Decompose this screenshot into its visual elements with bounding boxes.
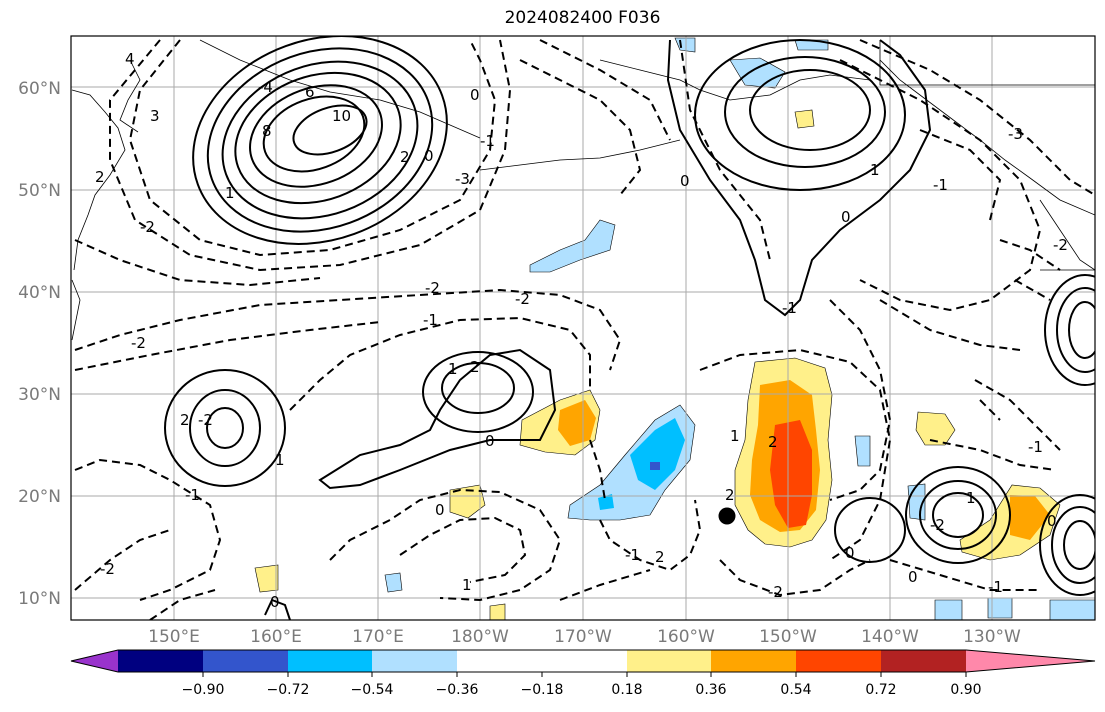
colorbar-swatch [711, 650, 796, 672]
contour-label: 2 [470, 358, 480, 376]
lon-label: 180°W [451, 627, 509, 647]
colorbar-swatch [457, 650, 542, 672]
contour-label: -1 [423, 311, 438, 329]
contour-label: 1 [462, 576, 472, 594]
contour-label: 2 [655, 548, 665, 566]
contour-label: 0 [680, 172, 690, 190]
contour-label: -1 [1028, 438, 1043, 456]
colorbar-tick-label: −0.90 [182, 682, 225, 698]
contour-label: 0 [908, 568, 918, 586]
contour-label: 0 [424, 147, 434, 165]
contour-label: -2 [131, 334, 146, 352]
contour-label: 2 [95, 168, 105, 186]
contour-label: -3 [1008, 125, 1023, 143]
contour-label: 2 [400, 148, 410, 166]
contour-label: -1 [185, 486, 200, 504]
lat-label: 10°N [18, 589, 61, 609]
colorbar-swatch [542, 650, 627, 672]
contour-label: -1 [988, 578, 1003, 596]
colorbar-tick-label: −0.18 [521, 682, 564, 698]
contour-label: 8 [262, 122, 272, 140]
contour-label: -3 [455, 170, 470, 188]
contour-label: -2 [198, 411, 213, 429]
colorbar-swatch [372, 650, 457, 672]
colorbar-outline [70, 649, 1096, 673]
lon-label: 170°W [554, 627, 612, 647]
contour-label: -2 [1053, 236, 1068, 254]
colorbar-swatch [118, 650, 203, 672]
lon-label: 130°W [963, 627, 1021, 647]
lon-label: 160°E [250, 627, 302, 647]
lon-label: 170°E [352, 627, 404, 647]
contour-label: 1 [448, 360, 458, 378]
contour-label: -2 [100, 560, 115, 578]
colorbar-tick-label: −0.72 [267, 682, 310, 698]
colorbar-swatch [627, 650, 712, 672]
contour-label: 0 [270, 593, 280, 611]
colorbar-swatch [203, 650, 288, 672]
lat-label: 30°N [18, 385, 61, 405]
contour-label: -1 [933, 176, 948, 194]
contour-label: 0 [485, 432, 495, 450]
longitude-labels: 150°E 160°E 170°E 180°W 170°W 160°W 150°… [148, 627, 1021, 647]
contour-label: 2 [725, 486, 735, 504]
contour-label: 2 [768, 433, 778, 451]
colorbar-tick-label: −0.54 [351, 682, 394, 698]
colorbar-tick-label: 0.18 [611, 682, 642, 698]
contour-label: 0 [1047, 512, 1057, 530]
contour-label: 3 [150, 107, 160, 125]
lon-label: 160°W [657, 627, 715, 647]
lat-label: 60°N [18, 79, 61, 99]
lon-label: 150°E [148, 627, 200, 647]
contour-label: -1 [625, 546, 640, 564]
storm-center-dot [718, 507, 736, 525]
contour-label: 0 [841, 208, 851, 226]
contour-labels: 4 3 2 1 0 -1 -2 -3 -4 8 10 6 2 0 -2 -2 -… [95, 50, 1068, 611]
contour-label: -2 [515, 290, 530, 308]
contour-label: 1 [870, 161, 880, 179]
contour-label: -2 [768, 583, 783, 601]
colorbar-tick-label: 0.54 [780, 682, 811, 698]
colorbar: −0.90 −0.72 −0.54 −0.36 −0.18 0.18 0.36 … [70, 649, 1096, 698]
contour-label: -1 [480, 132, 495, 150]
contour-label: 1 [966, 489, 976, 507]
lat-label: 40°N [18, 283, 61, 303]
contour-label: 1 [225, 184, 235, 202]
colorbar-swatch [881, 650, 966, 672]
contour-label: -4 [258, 78, 273, 96]
contour-label: 0 [845, 544, 855, 562]
latitude-labels: 60°N 50°N 40°N 30°N 20°N 10°N [18, 79, 61, 609]
colorbar-tick-label: −0.36 [436, 682, 479, 698]
colorbar-extend-high [966, 650, 1095, 672]
colorbar-tick-label: 0.90 [950, 682, 981, 698]
map-title: 2024082400 F036 [504, 8, 661, 28]
contour-label: -2 [425, 279, 440, 297]
contour-label: 0 [470, 86, 480, 104]
contour-label: -1 [782, 299, 797, 317]
colorbar-swatch [288, 650, 373, 672]
dashed-contours [74, 39, 1095, 620]
colorbar-tick-label: 0.72 [865, 682, 896, 698]
contour-label: -2 [930, 516, 945, 534]
lon-label: 140°W [861, 627, 919, 647]
contour-label: 0 [435, 501, 445, 519]
solid-contours [164, 36, 1095, 620]
colorbar-swatch [796, 650, 881, 672]
contour-label: 1 [275, 451, 285, 469]
contour-label: 2 [180, 411, 190, 429]
map-frame [70, 35, 1096, 621]
colorbar-extend-low [71, 650, 118, 672]
contour-label: 6 [305, 83, 315, 101]
lat-label: 20°N [18, 487, 61, 507]
contour-label: 1 [730, 427, 740, 445]
contour-label: -2 [140, 218, 155, 236]
lat-label: 50°N [18, 181, 61, 201]
colorbar-tick-label: 0.36 [695, 682, 726, 698]
contour-label: 10 [332, 107, 351, 125]
contour-label: 4 [125, 50, 135, 68]
lon-label: 150°W [759, 627, 817, 647]
coastlines [71, 39, 1095, 341]
